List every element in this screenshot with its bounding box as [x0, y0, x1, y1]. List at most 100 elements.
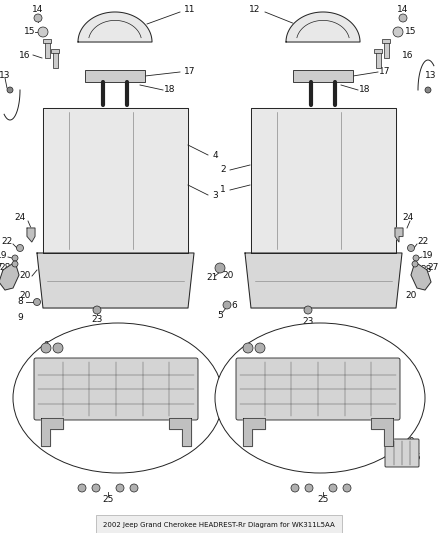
Text: 24: 24	[403, 214, 413, 222]
Text: 28: 28	[0, 263, 11, 272]
Text: 19: 19	[0, 251, 8, 260]
Circle shape	[291, 484, 299, 492]
Polygon shape	[251, 108, 396, 253]
Text: 12: 12	[249, 5, 261, 14]
Circle shape	[329, 484, 337, 492]
Polygon shape	[243, 418, 265, 446]
Text: 5: 5	[217, 311, 223, 319]
Text: 20: 20	[19, 290, 31, 300]
Polygon shape	[0, 262, 19, 290]
Text: 23: 23	[91, 316, 102, 325]
Circle shape	[41, 343, 51, 353]
Polygon shape	[78, 12, 152, 42]
Text: 11: 11	[184, 5, 196, 14]
Circle shape	[243, 343, 253, 353]
Circle shape	[93, 306, 101, 314]
Text: 26: 26	[410, 454, 420, 463]
Text: 22: 22	[417, 238, 429, 246]
Text: 17: 17	[379, 68, 391, 77]
Circle shape	[7, 87, 13, 93]
Text: 14: 14	[397, 5, 409, 14]
Text: 2002 Jeep Grand Cherokee HEADREST-Rr Diagram for WK311L5AA: 2002 Jeep Grand Cherokee HEADREST-Rr Dia…	[103, 522, 335, 528]
Polygon shape	[43, 108, 188, 253]
Bar	[45, 42, 49, 58]
Text: 19: 19	[422, 251, 434, 260]
Text: 24: 24	[14, 214, 26, 222]
Circle shape	[12, 261, 18, 267]
Text: 18: 18	[359, 85, 371, 94]
Text: 14: 14	[32, 5, 44, 14]
Text: 23: 23	[302, 318, 314, 327]
Bar	[374, 49, 382, 53]
Polygon shape	[169, 418, 191, 446]
Circle shape	[34, 14, 42, 22]
Polygon shape	[371, 418, 393, 446]
Text: 9: 9	[43, 342, 49, 351]
Bar	[53, 52, 57, 68]
Circle shape	[425, 87, 431, 93]
Text: 21: 21	[206, 273, 218, 282]
Bar	[51, 49, 59, 53]
Text: 20: 20	[223, 271, 234, 280]
Text: 3: 3	[212, 190, 218, 199]
Text: 20: 20	[19, 271, 31, 280]
Polygon shape	[27, 228, 35, 242]
Polygon shape	[286, 12, 360, 42]
Circle shape	[305, 484, 313, 492]
Polygon shape	[37, 253, 194, 308]
Text: 18: 18	[164, 85, 176, 94]
Polygon shape	[245, 253, 402, 308]
Ellipse shape	[13, 323, 223, 473]
Text: 28: 28	[420, 265, 432, 274]
FancyBboxPatch shape	[385, 439, 419, 467]
Circle shape	[38, 27, 48, 37]
Text: 7: 7	[205, 429, 211, 438]
Circle shape	[399, 14, 407, 22]
Text: 25: 25	[102, 496, 114, 505]
Text: 22: 22	[1, 238, 13, 246]
Circle shape	[78, 484, 86, 492]
Circle shape	[223, 301, 231, 309]
Polygon shape	[411, 262, 431, 290]
Text: 27: 27	[427, 263, 438, 272]
Text: 6: 6	[231, 301, 237, 310]
Bar	[382, 39, 390, 43]
Polygon shape	[41, 418, 63, 446]
Circle shape	[255, 343, 265, 353]
Circle shape	[116, 484, 124, 492]
Bar	[375, 52, 381, 68]
Text: 1: 1	[220, 185, 226, 195]
Text: 15: 15	[24, 28, 36, 36]
Polygon shape	[395, 228, 403, 242]
Circle shape	[215, 263, 225, 273]
Circle shape	[33, 298, 40, 305]
Text: 27: 27	[0, 263, 3, 272]
Bar	[293, 70, 353, 82]
Text: 20: 20	[405, 290, 417, 300]
Circle shape	[92, 484, 100, 492]
Bar	[384, 42, 389, 58]
Circle shape	[407, 245, 414, 252]
Text: 13: 13	[0, 70, 11, 79]
Circle shape	[17, 245, 24, 252]
Text: 13: 13	[425, 70, 437, 79]
Circle shape	[343, 484, 351, 492]
Text: 2: 2	[220, 166, 226, 174]
Ellipse shape	[215, 323, 425, 473]
Bar	[43, 39, 51, 43]
Circle shape	[304, 306, 312, 314]
Text: 16: 16	[19, 51, 31, 60]
Text: 8: 8	[17, 297, 23, 306]
Text: 16: 16	[402, 51, 414, 60]
Text: 4: 4	[212, 150, 218, 159]
Text: 10: 10	[404, 438, 416, 447]
FancyBboxPatch shape	[34, 358, 198, 420]
Bar	[85, 70, 145, 82]
Circle shape	[412, 261, 418, 267]
Text: 9: 9	[17, 313, 23, 322]
Text: 17: 17	[184, 68, 196, 77]
Circle shape	[393, 27, 403, 37]
Circle shape	[53, 343, 63, 353]
Circle shape	[12, 255, 18, 261]
Circle shape	[130, 484, 138, 492]
